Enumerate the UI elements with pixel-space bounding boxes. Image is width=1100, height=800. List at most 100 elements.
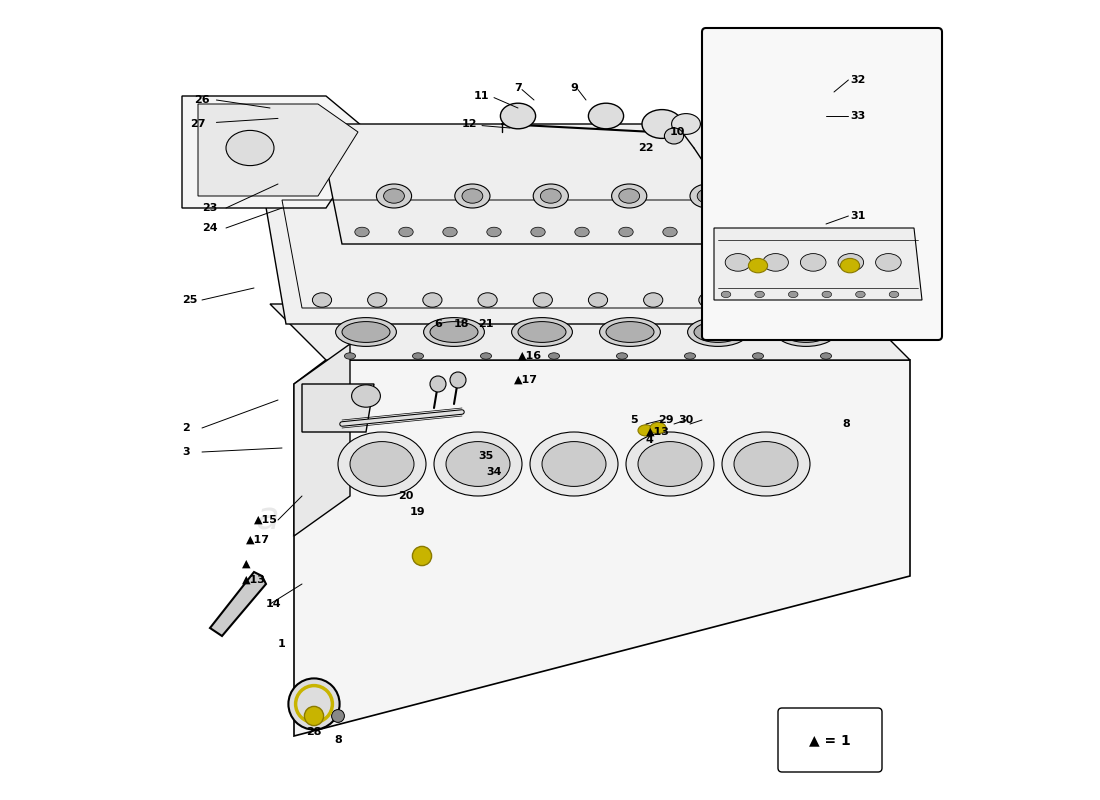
Text: 28: 28 bbox=[306, 727, 321, 737]
Ellipse shape bbox=[534, 184, 569, 208]
Ellipse shape bbox=[822, 291, 832, 298]
Ellipse shape bbox=[412, 546, 431, 566]
Polygon shape bbox=[302, 384, 374, 432]
Text: 20: 20 bbox=[398, 491, 414, 501]
Ellipse shape bbox=[821, 353, 832, 359]
Text: 12: 12 bbox=[462, 119, 477, 129]
Ellipse shape bbox=[422, 293, 442, 307]
Ellipse shape bbox=[619, 189, 639, 203]
Text: 11: 11 bbox=[474, 91, 490, 101]
Ellipse shape bbox=[481, 353, 492, 359]
Text: 30: 30 bbox=[678, 415, 693, 425]
Ellipse shape bbox=[531, 227, 546, 237]
Polygon shape bbox=[262, 184, 742, 324]
Ellipse shape bbox=[338, 432, 426, 496]
Text: 3: 3 bbox=[182, 447, 189, 457]
Text: 35: 35 bbox=[478, 451, 493, 461]
Ellipse shape bbox=[755, 291, 764, 298]
Ellipse shape bbox=[722, 432, 810, 496]
Ellipse shape bbox=[350, 442, 414, 486]
Ellipse shape bbox=[588, 103, 624, 129]
Ellipse shape bbox=[352, 385, 381, 407]
Text: 10: 10 bbox=[670, 127, 685, 137]
Text: ▲13: ▲13 bbox=[242, 575, 266, 585]
Polygon shape bbox=[198, 104, 358, 196]
Ellipse shape bbox=[399, 227, 414, 237]
Text: ▲: ▲ bbox=[242, 559, 251, 569]
Text: ▲ = 1: ▲ = 1 bbox=[810, 733, 851, 747]
Ellipse shape bbox=[626, 432, 714, 496]
Ellipse shape bbox=[619, 227, 634, 237]
Ellipse shape bbox=[530, 432, 618, 496]
Ellipse shape bbox=[856, 291, 866, 298]
Ellipse shape bbox=[446, 442, 510, 486]
Ellipse shape bbox=[384, 189, 405, 203]
Ellipse shape bbox=[288, 678, 340, 730]
Ellipse shape bbox=[606, 322, 654, 342]
Ellipse shape bbox=[734, 442, 798, 486]
Text: 26: 26 bbox=[194, 95, 210, 105]
Text: 5: 5 bbox=[630, 415, 638, 425]
Ellipse shape bbox=[840, 258, 859, 273]
Text: 25: 25 bbox=[182, 295, 197, 305]
Text: 27: 27 bbox=[190, 119, 206, 129]
Ellipse shape bbox=[644, 293, 663, 307]
Ellipse shape bbox=[762, 254, 789, 271]
Ellipse shape bbox=[889, 291, 899, 298]
Ellipse shape bbox=[672, 114, 701, 134]
Text: 1: 1 bbox=[278, 639, 286, 649]
Ellipse shape bbox=[534, 293, 552, 307]
Ellipse shape bbox=[331, 710, 344, 722]
Ellipse shape bbox=[600, 318, 660, 346]
Ellipse shape bbox=[748, 258, 768, 273]
Text: 29: 29 bbox=[658, 415, 673, 425]
Polygon shape bbox=[270, 304, 910, 360]
Polygon shape bbox=[294, 360, 910, 736]
Polygon shape bbox=[210, 572, 266, 636]
Ellipse shape bbox=[549, 353, 560, 359]
Text: 19: 19 bbox=[410, 507, 426, 517]
Ellipse shape bbox=[478, 293, 497, 307]
Text: 9: 9 bbox=[570, 83, 578, 93]
Text: 6: 6 bbox=[434, 319, 442, 329]
Ellipse shape bbox=[789, 291, 797, 298]
Ellipse shape bbox=[355, 227, 370, 237]
Text: ▲13: ▲13 bbox=[646, 427, 670, 437]
Text: 31: 31 bbox=[850, 211, 866, 221]
Polygon shape bbox=[182, 96, 374, 208]
Ellipse shape bbox=[454, 184, 490, 208]
Text: ▲17: ▲17 bbox=[514, 375, 538, 385]
Ellipse shape bbox=[450, 372, 466, 388]
Polygon shape bbox=[318, 124, 742, 244]
Ellipse shape bbox=[752, 353, 763, 359]
Ellipse shape bbox=[642, 110, 682, 138]
FancyBboxPatch shape bbox=[702, 28, 942, 340]
Ellipse shape bbox=[612, 184, 647, 208]
Ellipse shape bbox=[697, 189, 718, 203]
FancyBboxPatch shape bbox=[778, 708, 882, 772]
Text: 33: 33 bbox=[850, 111, 866, 121]
Ellipse shape bbox=[434, 432, 522, 496]
Ellipse shape bbox=[518, 322, 567, 342]
Ellipse shape bbox=[694, 322, 743, 342]
Ellipse shape bbox=[690, 184, 725, 208]
Polygon shape bbox=[714, 228, 922, 300]
Text: 7: 7 bbox=[514, 83, 521, 93]
Ellipse shape bbox=[688, 318, 748, 346]
Ellipse shape bbox=[707, 227, 722, 237]
Text: 34: 34 bbox=[486, 467, 502, 477]
Ellipse shape bbox=[344, 353, 355, 359]
Ellipse shape bbox=[782, 322, 830, 342]
Ellipse shape bbox=[443, 227, 458, 237]
Text: 32: 32 bbox=[850, 75, 866, 85]
Text: 23: 23 bbox=[202, 203, 218, 213]
Ellipse shape bbox=[412, 353, 424, 359]
Ellipse shape bbox=[650, 422, 666, 434]
Ellipse shape bbox=[588, 293, 607, 307]
Ellipse shape bbox=[684, 353, 695, 359]
Text: 2: 2 bbox=[182, 423, 189, 433]
Text: 21: 21 bbox=[478, 319, 494, 329]
Text: ▲17: ▲17 bbox=[246, 535, 270, 545]
Text: eurospares
a passion for parts since 1984: eurospares a passion for parts since 198… bbox=[256, 455, 844, 537]
Ellipse shape bbox=[838, 254, 864, 271]
